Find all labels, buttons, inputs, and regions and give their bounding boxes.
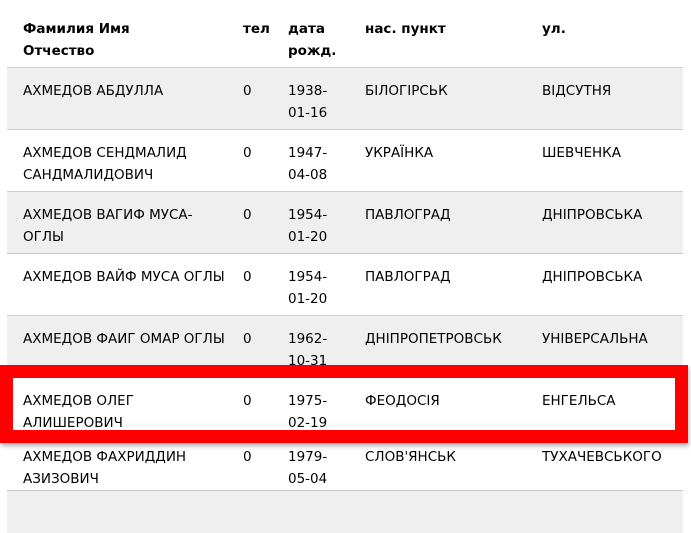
cell-city: СЛОВ'ЯНСЬК <box>349 439 526 491</box>
table-row: АХМЕДОВ ВАГИФ МУСА-ОГЛЫ 0 1954-01-20 ПАВ… <box>7 191 683 254</box>
cell-street: УНІВЕРСАЛЬНА <box>526 315 683 378</box>
column-header-tel: тел <box>243 21 270 37</box>
column-header-fio: Фамилия Имя Отчество <box>23 21 130 59</box>
cell-dob: 1975-02-19 <box>272 377 349 440</box>
cell-tel: 0 <box>227 67 272 130</box>
next-row-partial <box>7 490 683 533</box>
table-row: АХМЕДОВ АБДУЛЛА 0 1938-01-16 БІЛОГІРСЬК … <box>7 67 683 130</box>
header-row: Фамилия Имя Отчество тел дата рожд. нас.… <box>7 14 683 68</box>
records-table-container: Фамилия Имя Отчество тел дата рожд. нас.… <box>7 14 683 533</box>
cell-city: БІЛОГІРСЬК <box>349 67 526 130</box>
cell-street: ДНІПРОВСЬКА <box>526 253 683 316</box>
cell-fio: АХМЕДОВ СЕНДМАЛИД САНДМАЛИДОВИЧ <box>7 129 227 192</box>
table-footer <box>7 490 683 533</box>
column-header-city: нас. пункт <box>365 21 446 37</box>
cell-fio: АХМЕДОВ ОЛЕГ АЛИШЕРОВИЧ <box>7 377 227 440</box>
cell-tel: 0 <box>227 253 272 316</box>
cell-dob: 1954-01-20 <box>272 191 349 254</box>
column-header-dob: дата рожд. <box>288 21 337 59</box>
cell-street: ТУХАЧЕВСЬКОГО <box>526 439 683 491</box>
cell-tel: 0 <box>227 191 272 254</box>
cell-tel: 0 <box>227 129 272 192</box>
cell-city: ПАВЛОГРАД <box>349 253 526 316</box>
cell-fio: АХМЕДОВ ВАЙФ МУСА ОГЛЫ <box>7 253 227 316</box>
next-row-partial-cell <box>7 490 683 533</box>
records-table-body: АХМЕДОВ АБДУЛЛА 0 1938-01-16 БІЛОГІРСЬК … <box>7 67 683 491</box>
cell-tel: 0 <box>227 439 272 491</box>
cell-fio: АХМЕДОВ ФАИГ ОМАР ОГЛЫ <box>7 315 227 378</box>
table-row: АХМЕДОВ ФАИГ ОМАР ОГЛЫ 0 1962-10-31 ДНІП… <box>7 315 683 378</box>
cell-dob: 1979-05-04 <box>272 439 349 491</box>
cell-tel: 0 <box>227 377 272 440</box>
records-table: Фамилия Имя Отчество тел дата рожд. нас.… <box>7 14 683 533</box>
cell-street: ДНІПРОВСЬКА <box>526 191 683 254</box>
cell-tel: 0 <box>227 315 272 378</box>
cell-dob: 1947-04-08 <box>272 129 349 192</box>
table-row-highlighted: АХМЕДОВ ОЛЕГ АЛИШЕРОВИЧ 0 1975-02-19 ФЕО… <box>7 377 683 440</box>
cell-street: ШЕВЧЕНКА <box>526 129 683 192</box>
table-row: АХМЕДОВ ВАЙФ МУСА ОГЛЫ 0 1954-01-20 ПАВЛ… <box>7 253 683 316</box>
cell-street: ЕНГЕЛЬСА <box>526 377 683 440</box>
cell-street: ВІДСУТНЯ <box>526 67 683 130</box>
cell-fio: АХМЕДОВ ВАГИФ МУСА-ОГЛЫ <box>7 191 227 254</box>
table-row: АХМЕДОВ СЕНДМАЛИД САНДМАЛИДОВИЧ 0 1947-0… <box>7 129 683 192</box>
table-row: АХМЕДОВ ФАХРИДДИН АЗИЗОВИЧ 0 1979-05-04 … <box>7 439 683 491</box>
table-header: Фамилия Имя Отчество тел дата рожд. нас.… <box>7 14 683 68</box>
cell-city: УКРАЇНКА <box>349 129 526 192</box>
cell-dob: 1938-01-16 <box>272 67 349 130</box>
cell-city: ФЕОДОСІЯ <box>349 377 526 440</box>
cell-fio: АХМЕДОВ ФАХРИДДИН АЗИЗОВИЧ <box>7 439 227 491</box>
cell-dob: 1962-10-31 <box>272 315 349 378</box>
column-header-street: ул. <box>542 21 566 37</box>
cell-city: ПАВЛОГРАД <box>349 191 526 254</box>
cell-dob: 1954-01-20 <box>272 253 349 316</box>
cell-city: ДНІПРОПЕТРОВСЬК <box>349 315 526 378</box>
cell-fio: АХМЕДОВ АБДУЛЛА <box>7 67 227 130</box>
